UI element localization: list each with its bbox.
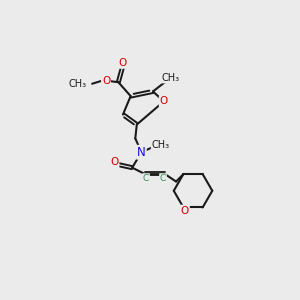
Text: CH₃: CH₃ bbox=[162, 73, 180, 82]
Text: O: O bbox=[102, 76, 110, 86]
Text: C: C bbox=[143, 174, 149, 183]
Text: O: O bbox=[181, 206, 189, 215]
Text: CH₃: CH₃ bbox=[152, 140, 170, 150]
Text: N: N bbox=[137, 146, 146, 159]
Text: O: O bbox=[110, 157, 118, 167]
Text: C: C bbox=[160, 174, 166, 183]
Text: CH₃: CH₃ bbox=[69, 79, 87, 89]
Text: O: O bbox=[160, 96, 168, 106]
Text: O: O bbox=[119, 58, 127, 68]
